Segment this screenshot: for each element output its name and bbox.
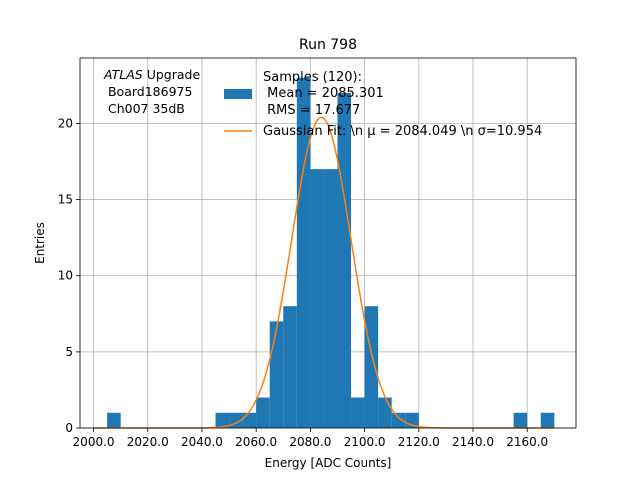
- histogram-bar: [323, 169, 338, 428]
- legend: Samples (120): Mean = 2085.301 RMS = 17.…: [224, 70, 542, 139]
- histogram-bar: [242, 412, 257, 428]
- annotation-line-1: ATLAS Upgrade: [103, 67, 200, 82]
- histogram-bar: [256, 397, 270, 428]
- x-tick-label: 2000.0: [73, 435, 115, 449]
- annotation-italic: ATLAS: [103, 67, 143, 82]
- y-tick-label: 20: [58, 116, 73, 130]
- histogram-bar: [269, 321, 284, 428]
- histogram-bar: [310, 169, 324, 428]
- y-tick-label: 0: [65, 421, 73, 435]
- histogram-bar: [215, 412, 230, 428]
- x-axis-ticks: 2000.0 2020.0 2040.0 2060.0 2080.0 2100.0 2120…: [73, 428, 548, 449]
- chart-title: Run 798: [299, 37, 357, 53]
- histogram-bar: [107, 412, 121, 428]
- y-axis-ticks: 0 5 10 15 20: [58, 116, 80, 435]
- x-tick-label: 2100.0: [344, 435, 386, 449]
- annotation-line-3: Ch007 35dB: [104, 101, 185, 116]
- legend-histogram-line-1: Samples (120):: [263, 70, 362, 85]
- plot-frame: [79, 57, 577, 429]
- histogram-bar: [391, 412, 406, 428]
- x-tick-label: 2140.0: [452, 435, 494, 449]
- legend-histogram-line-3: RMS = 17.677: [263, 103, 360, 118]
- legend-histogram-line-2: Mean = 2085.301: [263, 86, 384, 101]
- y-tick-label: 10: [58, 269, 73, 283]
- legend-histogram-swatch: [224, 89, 252, 99]
- histogram-bar: [296, 77, 311, 428]
- y-tick-label: 15: [58, 193, 73, 207]
- x-tick-label: 2020.0: [127, 435, 169, 449]
- histogram-bar: [364, 306, 379, 428]
- x-tick-label: 2040.0: [181, 435, 223, 449]
- histogram-bar: [378, 397, 392, 428]
- x-tick-label: 2080.0: [289, 435, 331, 449]
- x-tick-label: 2120.0: [398, 435, 440, 449]
- y-axis-label: Entries: [33, 222, 47, 264]
- annotation-line-2: Board186975: [104, 84, 192, 99]
- x-tick-label: 2060.0: [235, 435, 277, 449]
- histogram-bar: [513, 412, 528, 428]
- atlas-annotation: ATLAS Upgrade Board186975 Ch007 35dB: [103, 67, 200, 116]
- legend-fit-label: Gaussian Fit: \n μ = 2084.049 \n σ=10.95…: [263, 124, 542, 139]
- histogram-bar: [540, 412, 555, 428]
- x-tick-label: 2160.0: [506, 435, 548, 449]
- annotation-rest: Upgrade: [143, 67, 201, 82]
- y-tick-label: 5: [65, 345, 73, 359]
- histogram-bar: [351, 397, 365, 428]
- histogram-bar: [337, 93, 352, 429]
- histogram-bar: [283, 306, 297, 428]
- x-axis-label: Energy [ADC Counts]: [265, 456, 392, 470]
